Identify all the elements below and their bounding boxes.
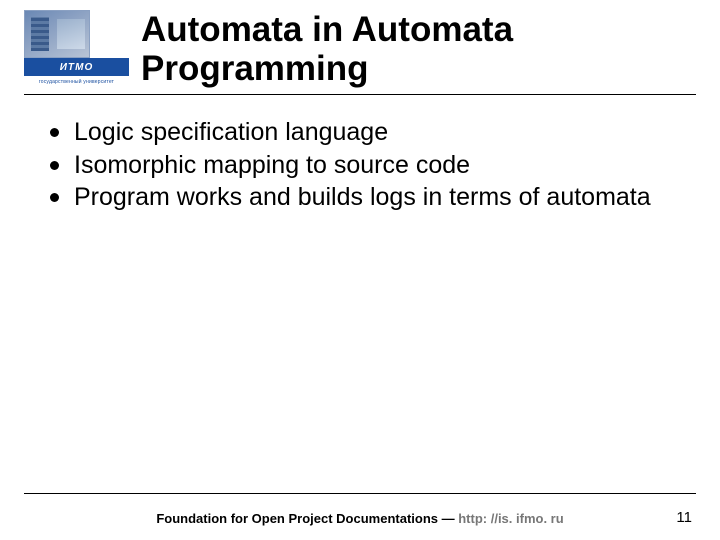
page-number: 11 [676, 509, 692, 526]
logo: ИТМО государственный университет [24, 10, 129, 76]
logo-image [24, 10, 90, 58]
logo-subtext: государственный университет [24, 79, 129, 85]
slide-body: Logic specification language Isomorphic … [0, 95, 720, 213]
header: ИТМО государственный университет Automat… [0, 0, 720, 88]
footer-rule [24, 493, 696, 494]
footer-text: Foundation for Open Project Documentatio… [156, 511, 563, 526]
footer-link: http: //is. ifmo. ru [458, 511, 563, 526]
list-item: Program works and builds logs in terms o… [46, 182, 674, 213]
slide: ИТМО государственный университет Automat… [0, 0, 720, 540]
slide-title: Automata in Automata Programming [141, 10, 696, 88]
footer: Foundation for Open Project Documentatio… [0, 511, 720, 526]
footer-prefix: Foundation for Open Project Documentatio… [156, 511, 458, 526]
list-item: Logic specification language [46, 117, 674, 148]
bullet-list: Logic specification language Isomorphic … [46, 117, 674, 213]
list-item: Isomorphic mapping to source code [46, 150, 674, 181]
logo-wordmark: ИТМО [24, 58, 129, 76]
